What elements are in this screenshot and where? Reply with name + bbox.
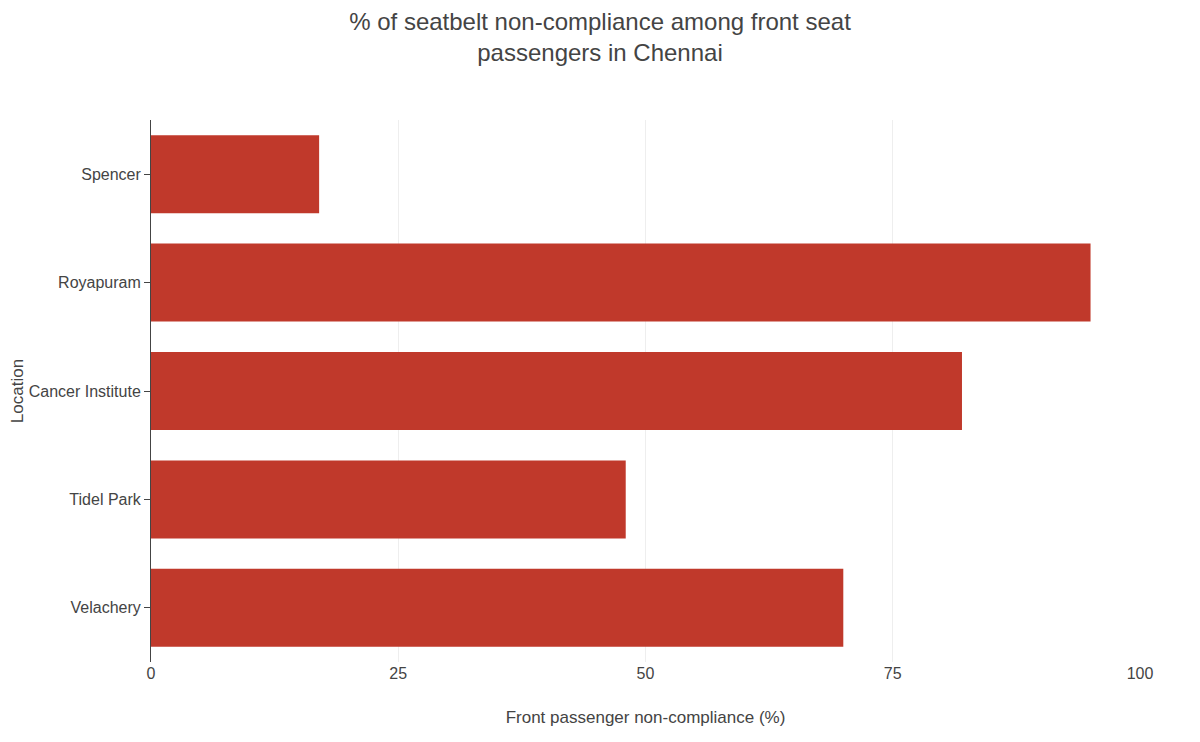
svg-text:Front passenger non-compliance: Front passenger non-compliance (%) xyxy=(506,708,786,727)
svg-text:Tidel Park: Tidel Park xyxy=(69,491,141,508)
svg-text:100: 100 xyxy=(1127,665,1154,682)
svg-text:Location: Location xyxy=(8,359,27,423)
svg-text:% of seatbelt non-compliance a: % of seatbelt non-compliance among front… xyxy=(349,8,851,66)
svg-text:Cancer Institute: Cancer Institute xyxy=(29,383,141,400)
svg-text:Spencer: Spencer xyxy=(81,166,141,183)
svg-text:50: 50 xyxy=(637,665,655,682)
svg-text:0: 0 xyxy=(147,665,156,682)
svg-text:75: 75 xyxy=(884,665,902,682)
svg-text:Royapuram: Royapuram xyxy=(58,274,141,291)
svg-text:Velachery: Velachery xyxy=(71,599,141,616)
svg-text:25: 25 xyxy=(389,665,407,682)
